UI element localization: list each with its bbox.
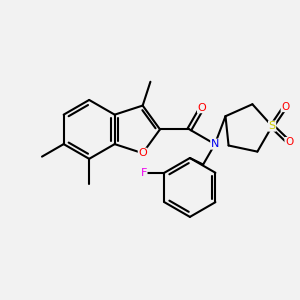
Text: O: O [285, 137, 293, 148]
Text: F: F [141, 168, 147, 178]
Text: O: O [138, 148, 147, 158]
Text: O: O [198, 103, 206, 113]
Text: N: N [211, 139, 219, 149]
Text: O: O [281, 102, 290, 112]
Text: S: S [268, 121, 276, 131]
